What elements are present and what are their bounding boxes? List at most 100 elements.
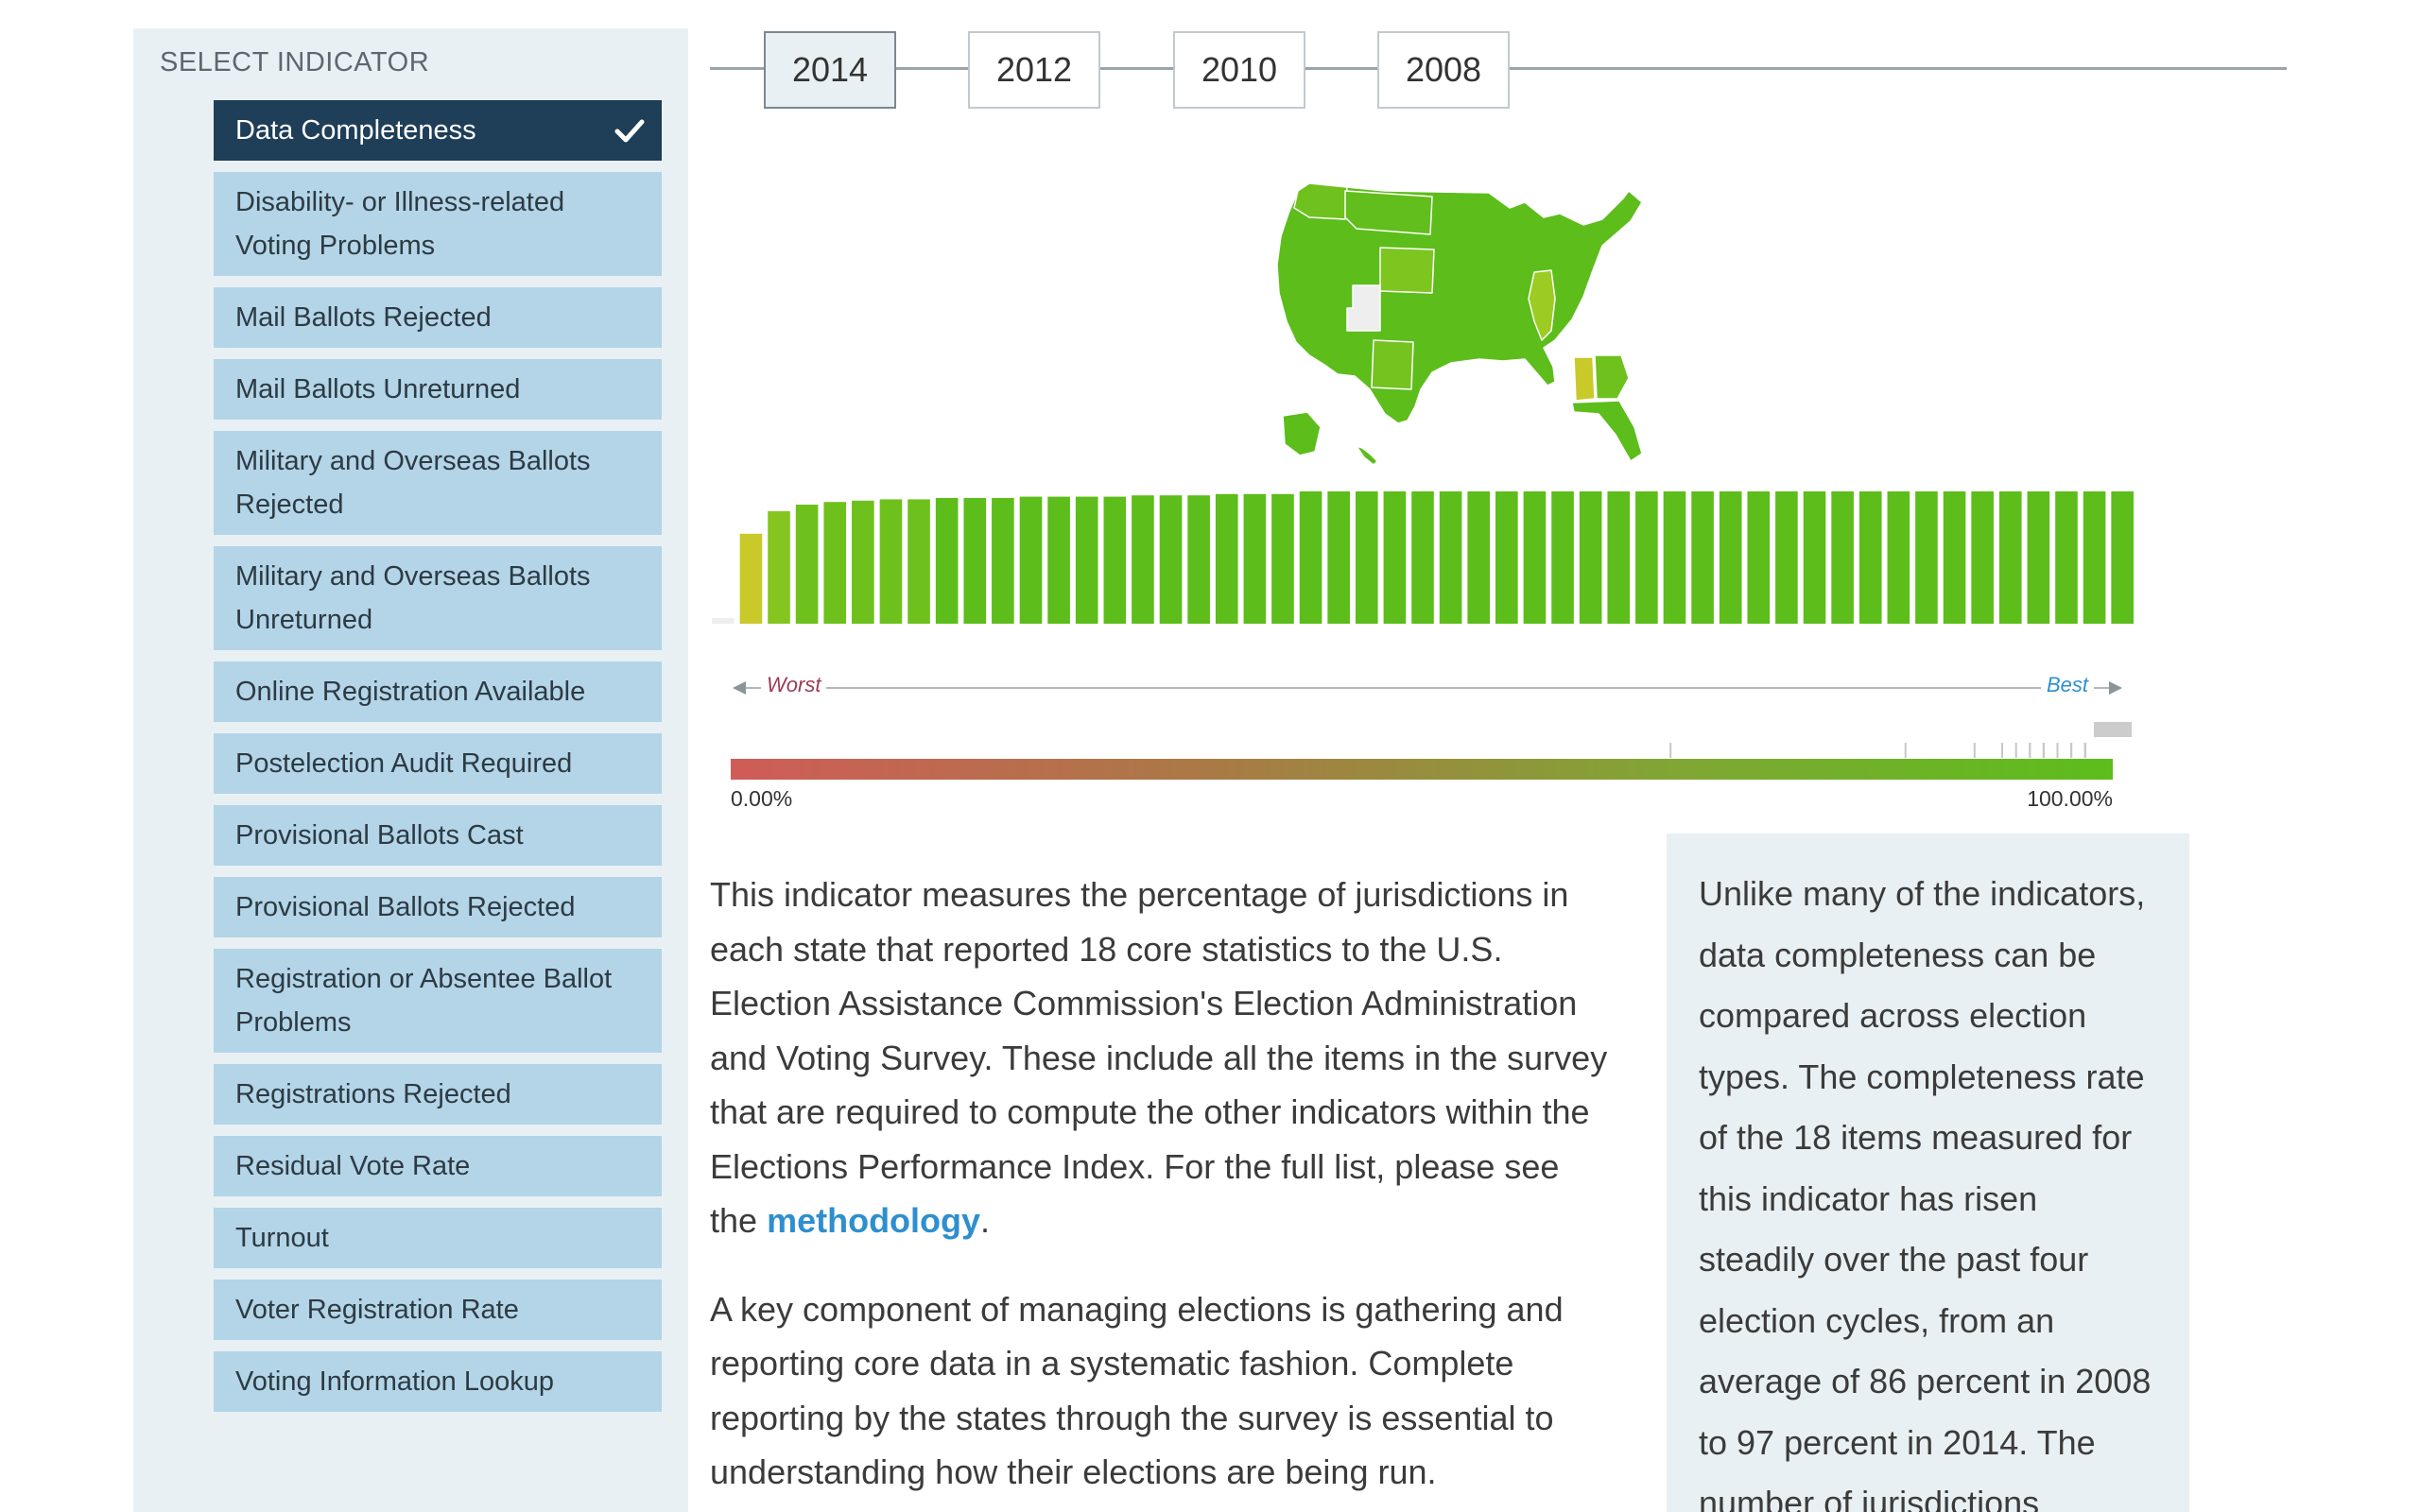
indicator-label: Voting Information Lookup bbox=[235, 1366, 554, 1397]
indicator-item-voting-info-lookup[interactable]: Voting Information Lookup bbox=[214, 1351, 662, 1412]
state-ranking-bar-chart[interactable] bbox=[712, 477, 2139, 624]
scale-min-label: 0.00% bbox=[731, 786, 793, 811]
state-bar[interactable] bbox=[823, 502, 847, 624]
state-bar[interactable] bbox=[1103, 496, 1127, 624]
indicator-item-data-completeness[interactable]: Data Completeness bbox=[214, 100, 662, 161]
state-bar[interactable] bbox=[908, 499, 930, 624]
indicator-label: Military and Overseas Ballots Unreturned bbox=[235, 561, 591, 635]
scale-max-label: 100.00% bbox=[2027, 786, 2113, 811]
state-bar[interactable] bbox=[2083, 491, 2106, 624]
arrow-right-icon bbox=[2109, 681, 2122, 695]
state-bar[interactable] bbox=[1998, 491, 2022, 624]
state-bar[interactable] bbox=[2055, 491, 2078, 624]
map-state-utah bbox=[1346, 284, 1381, 332]
state-bar[interactable] bbox=[1243, 493, 1267, 624]
state-bar[interactable] bbox=[1327, 491, 1350, 624]
indicator-item-disability-problems[interactable]: Disability- or Illness-related Voting Pr… bbox=[214, 172, 662, 276]
state-bar[interactable] bbox=[1132, 495, 1154, 624]
indicator-item-postelection-audit[interactable]: Postelection Audit Required bbox=[214, 733, 662, 794]
indicator-item-mail-ballots-rejected[interactable]: Mail Ballots Rejected bbox=[214, 287, 662, 348]
state-bar[interactable] bbox=[1747, 491, 1771, 624]
indicator-item-mail-ballots-unreturned[interactable]: Mail Ballots Unreturned bbox=[214, 359, 662, 420]
year-tab-2014[interactable]: 2014 bbox=[764, 31, 896, 109]
indicator-description: This indicator measures the percentage o… bbox=[710, 868, 1608, 1512]
state-bar[interactable] bbox=[1579, 491, 1602, 624]
state-bar[interactable] bbox=[768, 511, 790, 624]
state-bar[interactable] bbox=[1271, 493, 1294, 624]
best-label: Best bbox=[2040, 673, 2094, 697]
indicator-item-registration-problems[interactable]: Registration or Absentee Ballot Problems bbox=[214, 949, 662, 1053]
map-state-illinois bbox=[1528, 269, 1556, 341]
map-state-new-mexico bbox=[1371, 339, 1414, 390]
callout-text: Unlike many of the indicators, data comp… bbox=[1699, 874, 2152, 1512]
indicator-item-residual-vote-rate[interactable]: Residual Vote Rate bbox=[214, 1136, 662, 1196]
state-bar[interactable] bbox=[1075, 496, 1098, 624]
checkmark-icon bbox=[614, 119, 645, 143]
indicator-item-provisional-cast[interactable]: Provisional Ballots Cast bbox=[214, 805, 662, 866]
state-bar[interactable] bbox=[712, 618, 735, 624]
year-tab-2012[interactable]: 2012 bbox=[968, 31, 1100, 109]
state-bar[interactable] bbox=[1803, 491, 1826, 624]
state-bar[interactable] bbox=[1915, 491, 1938, 624]
state-bar[interactable] bbox=[1355, 491, 1378, 624]
year-tab-2010[interactable]: 2010 bbox=[1173, 31, 1305, 109]
indicator-label: Turnout bbox=[235, 1223, 329, 1253]
state-bar[interactable] bbox=[2027, 491, 2050, 624]
worst-best-axis: Worst Best bbox=[733, 673, 2122, 701]
map-contiguous-us bbox=[1276, 182, 1643, 424]
methodology-link[interactable]: methodology bbox=[767, 1201, 981, 1240]
color-scale-bar bbox=[731, 759, 2113, 780]
indicator-item-turnout[interactable]: Turnout bbox=[214, 1208, 662, 1268]
state-bar[interactable] bbox=[879, 499, 903, 624]
us-states-map[interactable] bbox=[1271, 180, 1735, 468]
description-paragraph-2: A key component of managing elections is… bbox=[710, 1289, 1564, 1492]
state-bar[interactable] bbox=[1551, 491, 1574, 624]
state-bar[interactable] bbox=[1691, 491, 1714, 624]
indicator-item-registrations-rejected[interactable]: Registrations Rejected bbox=[214, 1064, 662, 1125]
state-bar[interactable] bbox=[1215, 493, 1238, 624]
state-bar[interactable] bbox=[1971, 491, 1994, 624]
state-bar[interactable] bbox=[1159, 495, 1183, 624]
state-bar[interactable] bbox=[1775, 491, 1798, 624]
state-bar[interactable] bbox=[2111, 491, 2134, 624]
state-bar[interactable] bbox=[1383, 491, 1407, 624]
state-bar[interactable] bbox=[1047, 496, 1070, 624]
state-bar[interactable] bbox=[795, 505, 819, 624]
max-value-marker bbox=[2094, 722, 2132, 737]
map-hawaii bbox=[1356, 445, 1378, 466]
state-bar[interactable] bbox=[1831, 491, 1854, 624]
indicator-item-military-rejected[interactable]: Military and Overseas Ballots Rejected bbox=[214, 431, 662, 535]
state-bar[interactable] bbox=[1719, 491, 1742, 624]
state-bar[interactable] bbox=[1299, 491, 1322, 624]
indicator-item-online-registration[interactable]: Online Registration Available bbox=[214, 662, 662, 722]
state-bar[interactable] bbox=[1495, 491, 1518, 624]
indicator-item-military-unreturned[interactable]: Military and Overseas Ballots Unreturned bbox=[214, 546, 662, 650]
indicator-label: Postelection Audit Required bbox=[235, 748, 573, 779]
indicator-label: Provisional Ballots Rejected bbox=[235, 892, 576, 922]
description-period: . bbox=[980, 1201, 991, 1240]
state-bar[interactable] bbox=[935, 498, 959, 624]
state-bar[interactable] bbox=[1663, 491, 1686, 624]
state-bar[interactable] bbox=[1187, 495, 1210, 624]
state-bar[interactable] bbox=[1635, 491, 1658, 624]
state-bar[interactable] bbox=[1523, 491, 1547, 624]
state-bar[interactable] bbox=[992, 498, 1014, 624]
state-bar[interactable] bbox=[1467, 491, 1491, 624]
state-bar[interactable] bbox=[739, 533, 763, 624]
state-bar[interactable] bbox=[1607, 491, 1631, 624]
indicator-item-voter-registration-rate[interactable]: Voter Registration Rate bbox=[214, 1280, 662, 1340]
state-bar[interactable] bbox=[1019, 496, 1043, 624]
state-bar[interactable] bbox=[1439, 491, 1462, 624]
map-state-wyoming bbox=[1379, 247, 1435, 294]
state-bar[interactable] bbox=[1411, 491, 1434, 624]
indicator-item-provisional-rejected[interactable]: Provisional Ballots Rejected bbox=[214, 877, 662, 937]
map-state-washington bbox=[1293, 182, 1348, 220]
state-bar[interactable] bbox=[1943, 491, 1966, 624]
state-bar[interactable] bbox=[1887, 491, 1910, 624]
state-bar[interactable] bbox=[963, 498, 987, 624]
indicator-label: Mail Ballots Unreturned bbox=[235, 374, 521, 404]
state-bar[interactable] bbox=[852, 500, 874, 624]
state-bar[interactable] bbox=[1858, 491, 1882, 624]
year-tab-2008[interactable]: 2008 bbox=[1377, 31, 1510, 109]
map-state-montana bbox=[1344, 190, 1433, 235]
